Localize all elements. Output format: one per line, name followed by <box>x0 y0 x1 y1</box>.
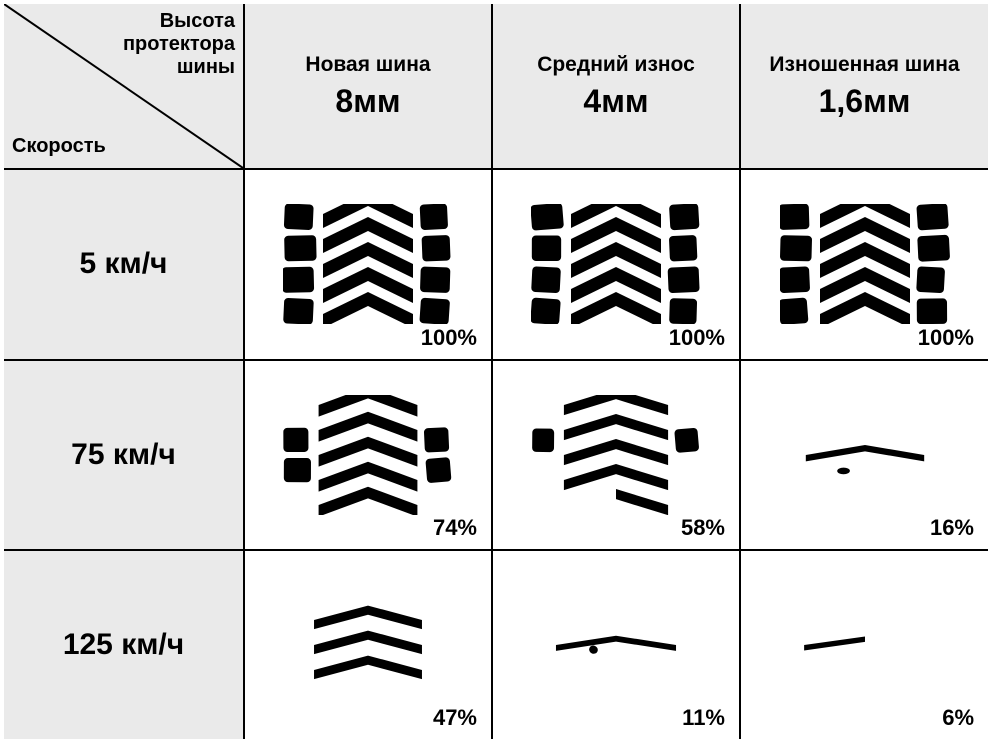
corner-bottom-label: Скорость <box>12 135 106 158</box>
tread-icon <box>780 585 950 705</box>
percent-label: 16% <box>930 515 974 541</box>
tread-icon <box>283 204 453 324</box>
data-cell: 100% <box>492 169 740 360</box>
tread-icon <box>780 395 950 515</box>
row-header: 5 км/ч <box>4 169 244 360</box>
data-cell: 11% <box>492 550 740 739</box>
data-cell: 58% <box>492 360 740 551</box>
column-depth: 1,6мм <box>819 83 911 120</box>
column-header: Новая шина 8мм <box>244 4 492 169</box>
data-cell: 100% <box>244 169 492 360</box>
column-header: Изношенная шина 1,6мм <box>740 4 988 169</box>
tread-icon <box>283 395 453 515</box>
data-cell: 6% <box>740 550 988 739</box>
speed-label: 125 км/ч <box>4 628 243 662</box>
percent-label: 11% <box>682 705 725 731</box>
tread-icon <box>780 204 950 324</box>
column-title: Изношенная шина <box>769 53 959 77</box>
speed-label: 75 км/ч <box>4 438 243 472</box>
row-header: 75 км/ч <box>4 360 244 551</box>
percent-label: 100% <box>918 325 974 351</box>
column-title: Новая шина <box>305 53 430 77</box>
column-title: Средний износ <box>537 53 695 77</box>
corner-cell: Высотапротекторашины Скорость <box>4 4 244 169</box>
column-depth: 8мм <box>335 83 400 120</box>
row-header: 125 км/ч <box>4 550 244 739</box>
data-cell: 74% <box>244 360 492 551</box>
percent-label: 58% <box>681 515 725 541</box>
speed-label: 5 км/ч <box>4 247 243 281</box>
percent-label: 74% <box>433 515 477 541</box>
tread-icon <box>531 395 701 515</box>
tire-tread-table: Высотапротекторашины Скорость Новая шина… <box>4 4 988 739</box>
data-cell: 16% <box>740 360 988 551</box>
data-cell: 47% <box>244 550 492 739</box>
percent-label: 100% <box>669 325 725 351</box>
tread-icon <box>531 585 701 705</box>
tread-icon <box>283 585 453 705</box>
tread-icon <box>531 204 701 324</box>
corner-top-label: Высотапротекторашины <box>123 10 235 79</box>
percent-label: 100% <box>421 325 477 351</box>
column-depth: 4мм <box>583 83 648 120</box>
column-header: Средний износ 4мм <box>492 4 740 169</box>
percent-label: 47% <box>433 705 477 731</box>
data-cell: 100% <box>740 169 988 360</box>
percent-label: 6% <box>942 705 974 731</box>
